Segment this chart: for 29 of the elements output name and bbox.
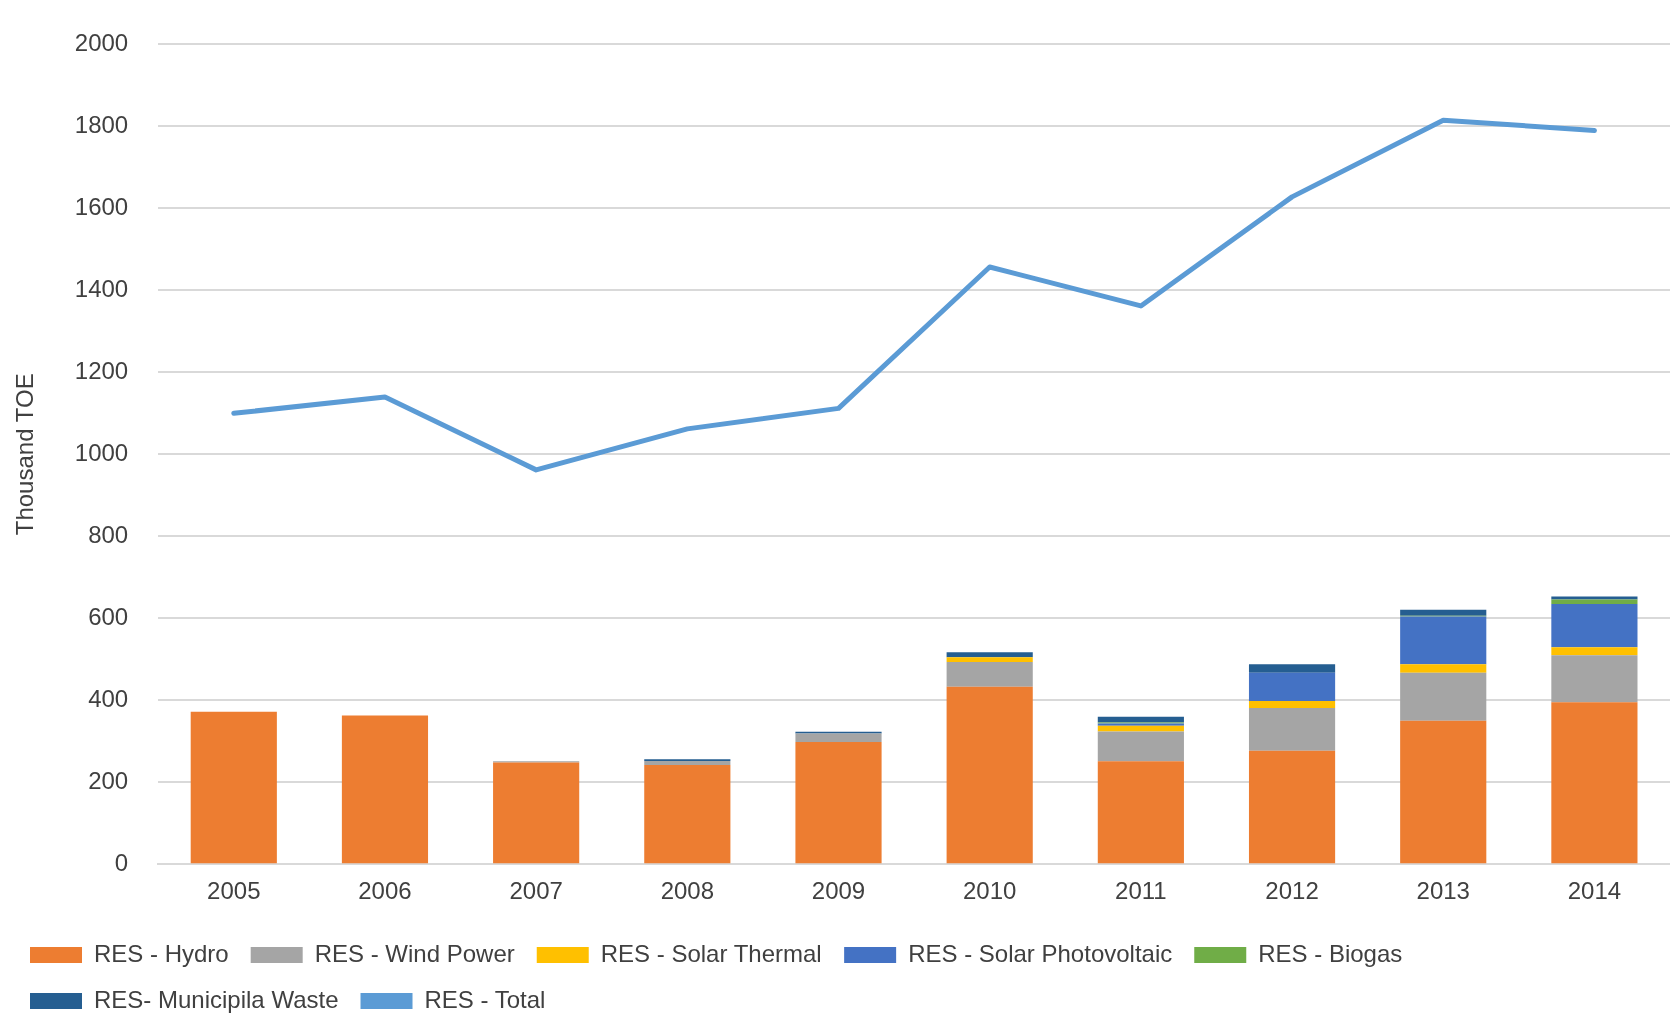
x-tick-label: 2006 — [358, 877, 412, 905]
legend-label: RES - Wind Power — [314, 939, 515, 967]
y-tick-label: 1000 — [74, 438, 129, 466]
x-tick-label: 2011 — [1115, 877, 1167, 905]
y-tick-label: 400 — [88, 684, 129, 712]
legend-label: RES- Municipila Waste — [94, 985, 339, 1013]
legend-label: RES - Solar Thermal — [600, 939, 822, 967]
y-tick-label: 0 — [114, 848, 129, 876]
y-tick-label: 600 — [88, 602, 129, 630]
y-tick-label: 2000 — [74, 29, 129, 57]
x-tick-label: 2008 — [660, 877, 715, 905]
y-tick-label: 1400 — [74, 274, 129, 302]
x-tick-label: 2009 — [811, 877, 866, 905]
y-tick-label: 200 — [88, 766, 129, 794]
legend-label: RES - Total — [424, 985, 546, 1013]
x-tick-label: 2013 — [1416, 877, 1470, 905]
legend-label: RES - Biogas — [1258, 939, 1403, 967]
x-tick-label: 2012 — [1265, 877, 1319, 905]
y-tick-label: 1200 — [74, 356, 129, 384]
y-tick-label: 800 — [88, 520, 129, 548]
x-tick-label: 2014 — [1567, 877, 1622, 905]
x-tick-label: 2005 — [207, 877, 261, 905]
x-tick-label: 2010 — [962, 877, 1017, 905]
legend-label: RES - Solar Photovoltaic — [908, 939, 1173, 967]
y-axis-title: Thousand TOE — [11, 373, 39, 536]
y-tick-label: 1600 — [74, 192, 129, 220]
x-tick-label: 2007 — [509, 877, 563, 905]
legend-label: RES - Hydro — [94, 939, 229, 967]
y-tick-label: 1800 — [74, 111, 129, 138]
